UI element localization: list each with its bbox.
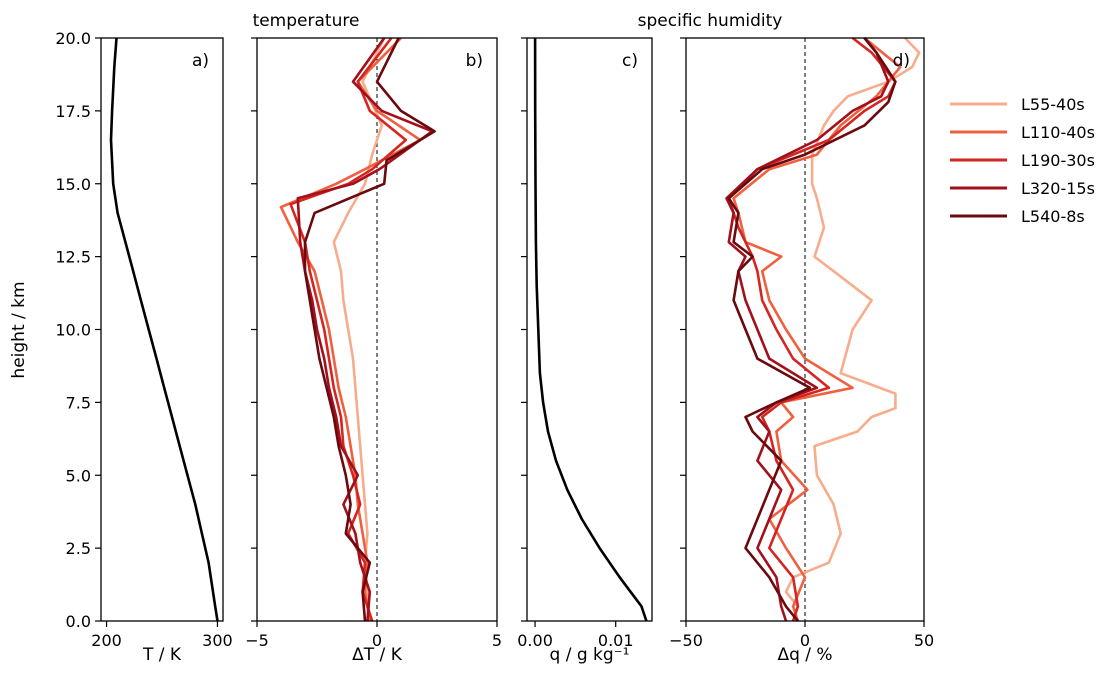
group-title-temperature: temperature [253, 11, 360, 31]
panel-d: −50 0 50 Δq / % d) [669, 36, 934, 665]
y-tick-label: 0.0 [66, 612, 91, 631]
x-tick-label: 300 [202, 631, 233, 650]
y-tick-label: 7.5 [66, 393, 91, 412]
series-line [109, 37, 219, 622]
x-axis-label: q / g kg⁻¹ [550, 645, 630, 665]
legend-label: L540-8s [1021, 207, 1085, 226]
series-line-l320-15s [296, 37, 434, 622]
y-axis-label: height / km [9, 281, 29, 378]
x-axis-label: T / K [142, 645, 182, 665]
legend-label: L55-40s [1021, 95, 1085, 114]
x-tick-label: 0.01 [598, 631, 634, 650]
y-tick-label: 10.0 [55, 321, 91, 340]
panel-a: 0.0 2.5 5.0 7.5 10.0 12.5 15.0 17.5 20.0 200 300 T … [55, 29, 232, 665]
panel-b: −5 0 5 ΔT / K b) [245, 37, 502, 665]
panels: 0.0 2.5 5.0 7.5 10.0 12.5 15.0 17.5 20.0 200 300 T … [55, 29, 934, 665]
legend-label: L110-40s [1021, 123, 1095, 142]
series-line-l540-8s [727, 37, 897, 622]
y-tick-label: 5.0 [66, 466, 91, 485]
series-line-l110-40s [732, 36, 902, 622]
x-tick-label: 200 [91, 631, 122, 650]
legend-label: L190-30s [1021, 151, 1095, 170]
series-line-l55-40s [332, 37, 386, 622]
plot-frame [685, 37, 925, 622]
y-tick-label: 2.5 [66, 539, 91, 558]
y-tick-label: 15.0 [55, 175, 91, 194]
y-tick-label: 20.0 [55, 29, 91, 48]
series-line-l55-40s [784, 37, 921, 622]
panel-label: c) [622, 51, 638, 71]
y-tick-label: 12.5 [55, 248, 91, 267]
series-line-l190-30s [727, 36, 897, 622]
x-tick-label: 50 [914, 631, 934, 650]
x-axis-label: ΔT / K [352, 645, 403, 665]
plot-frame [100, 37, 224, 622]
x-axis-label: Δq / % [777, 645, 832, 665]
series-line-l540-8s [303, 37, 436, 622]
legend-label: L320-15s [1021, 179, 1095, 198]
group-title-specific-humidity: specific humidity [638, 11, 783, 31]
y-tick-label: 17.5 [55, 102, 91, 121]
panel-c: 0.00 0.01q / g kg⁻¹ c) [517, 37, 653, 665]
x-tick-label: 0 [372, 631, 382, 650]
x-tick-label: −50 [669, 631, 703, 650]
panel-label: d) [893, 51, 910, 71]
series-line-l320-15s [725, 37, 890, 622]
x-tick-label: 5 [492, 631, 502, 650]
plot-frame [526, 37, 653, 622]
series-line-l110-40s [279, 37, 422, 622]
panel-label: b) [466, 51, 483, 71]
x-tick-label: −5 [245, 631, 269, 650]
panel-label: a) [192, 51, 209, 71]
legend: L55-40s L110-40s L190-30s L320-15s L540-8s [950, 95, 1095, 226]
series-line [533, 37, 648, 622]
x-tick-label: 0.00 [517, 631, 553, 650]
x-tick-label: 0 [800, 631, 810, 650]
plot-frame [256, 37, 498, 622]
